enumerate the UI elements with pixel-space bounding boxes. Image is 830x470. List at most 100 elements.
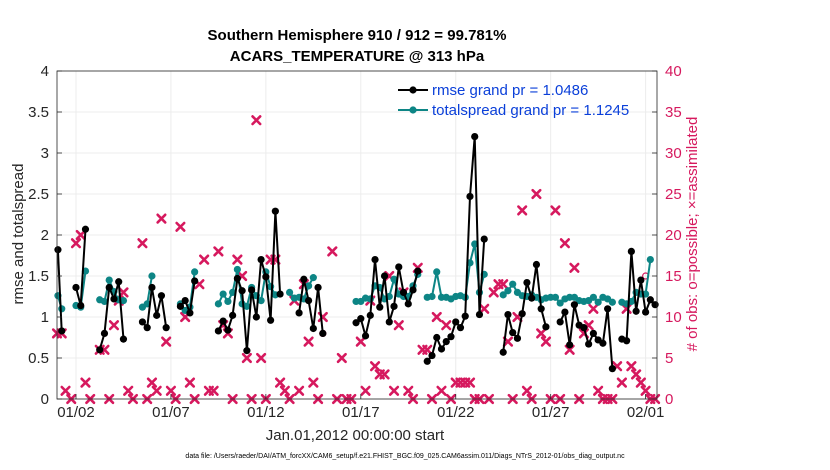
obs-assimilated-point (275, 377, 286, 388)
rmse-point (428, 351, 436, 360)
rmse-point (623, 337, 631, 345)
rmse-point (585, 340, 593, 348)
x-tick-label: 01/17 (342, 404, 380, 421)
obs-assimilated-point (588, 303, 599, 314)
obs-assimilated-point (199, 254, 210, 265)
rmse-point (186, 309, 194, 317)
y-left-tick-label: 3.5 (28, 104, 49, 121)
rmse-point (181, 297, 189, 305)
rmse-point (570, 301, 579, 309)
obs-assimilated-point (293, 385, 305, 396)
obs-assimilated-point (559, 238, 571, 249)
chart-subtitle: ACARS_TEMPERATURE @ 313 hPa (230, 48, 485, 65)
chart-title: Southern Hemisphere 910 / 912 = 99.781% (208, 27, 507, 44)
obs-assimilated-point (70, 238, 82, 249)
totalspread-point (148, 272, 156, 280)
rmse-point (219, 317, 227, 325)
rmse-point (300, 275, 308, 283)
obs-assimilated-point (75, 229, 86, 241)
rmse-point (523, 278, 531, 287)
totalspread-point (191, 268, 199, 276)
obs-assimilated-point (118, 287, 129, 298)
rmse-point (471, 133, 479, 141)
obs-assimilated-point (184, 377, 196, 388)
obs-assimilated-point (436, 385, 447, 396)
rmse-point (100, 329, 109, 337)
rmse-point (58, 327, 66, 335)
rmse-point (191, 277, 199, 285)
obs-assimilated-point (137, 238, 148, 249)
obs-assimilated-point (379, 369, 390, 380)
obs-assimilated-point (123, 385, 134, 396)
grid (57, 70, 657, 400)
rmse-point (513, 334, 522, 342)
series-layer (51, 115, 661, 405)
obs-assimilated-point (517, 205, 528, 216)
y-right-tick-label: 30 (665, 145, 682, 162)
obs-assimilated-point (251, 115, 262, 126)
rmse-point (637, 276, 645, 284)
rmse-point (423, 357, 431, 365)
rmse-point (518, 310, 526, 318)
y-left-tick-label: 3 (41, 145, 49, 162)
obs-assimilated-point (388, 385, 400, 396)
rmse-point (314, 283, 322, 292)
rmse-point (466, 192, 474, 201)
rmse-point (267, 316, 275, 324)
rmse-point (390, 302, 398, 310)
rmse-point (357, 315, 365, 323)
rmse-point (475, 310, 484, 319)
y-axis-left-label: rmse and totalspread (10, 164, 27, 305)
rmse-point (395, 263, 403, 271)
obs-assimilated-point (635, 377, 646, 388)
obs-assimilated-point (208, 385, 219, 396)
totalspread-point (257, 297, 265, 305)
totalspread-point (608, 298, 616, 306)
x-axis-label: Jan.01,2012 00:00:00 start (266, 427, 445, 444)
totalspread-point (105, 276, 113, 284)
obs-assimilated-point (241, 352, 252, 364)
totalspread-point (224, 297, 232, 306)
y-axis-right-label: # of obs: o=possible; ×=assimilated (684, 117, 701, 352)
rmse-point (456, 324, 465, 332)
totalspread-point (304, 282, 313, 290)
obs-assimilated-point (431, 311, 442, 323)
rmse-point (528, 294, 536, 302)
rmse-point (399, 288, 408, 296)
rmse-point (651, 301, 659, 309)
obs-assimilated-point (256, 352, 267, 364)
data-file-footer: data file: /Users/raeder/DAI/ATM_forcXX/… (185, 453, 625, 460)
y-right-tick-label: 35 (665, 104, 682, 121)
y-left-tick-label: 0 (41, 391, 49, 408)
obs-assimilated-point (626, 361, 637, 372)
x-tick-label: 01/12 (247, 404, 285, 421)
rmse-point (157, 292, 166, 300)
obs-assimilated-point (336, 352, 347, 364)
totalspread-point (233, 265, 241, 274)
series-totalspread (54, 240, 654, 315)
rmse-point (214, 327, 222, 335)
series-rmse (54, 133, 659, 373)
obs-assimilated-point (175, 221, 186, 232)
totalspread-point (100, 297, 109, 306)
rmse-line (179, 280, 196, 314)
y-right-tick-label: 5 (665, 350, 673, 367)
series-obs-assimilated (51, 115, 661, 405)
rmse-point (504, 310, 512, 319)
obs-assimilated-point (393, 320, 404, 331)
rmse-point (385, 318, 393, 326)
rmse-line (559, 303, 614, 369)
obs-assimilated-point (441, 320, 452, 331)
totalspread-point (556, 299, 564, 307)
obs-assimilated-point (479, 303, 490, 314)
rmse-point (499, 348, 507, 356)
totalspread-point (504, 287, 512, 295)
rmse-line (502, 263, 547, 353)
rmse-point (105, 283, 113, 292)
rmse-point (537, 305, 545, 313)
obs-assimilated-point (108, 320, 120, 331)
rmse-point (437, 345, 446, 353)
obs-assimilated-point (279, 385, 290, 396)
